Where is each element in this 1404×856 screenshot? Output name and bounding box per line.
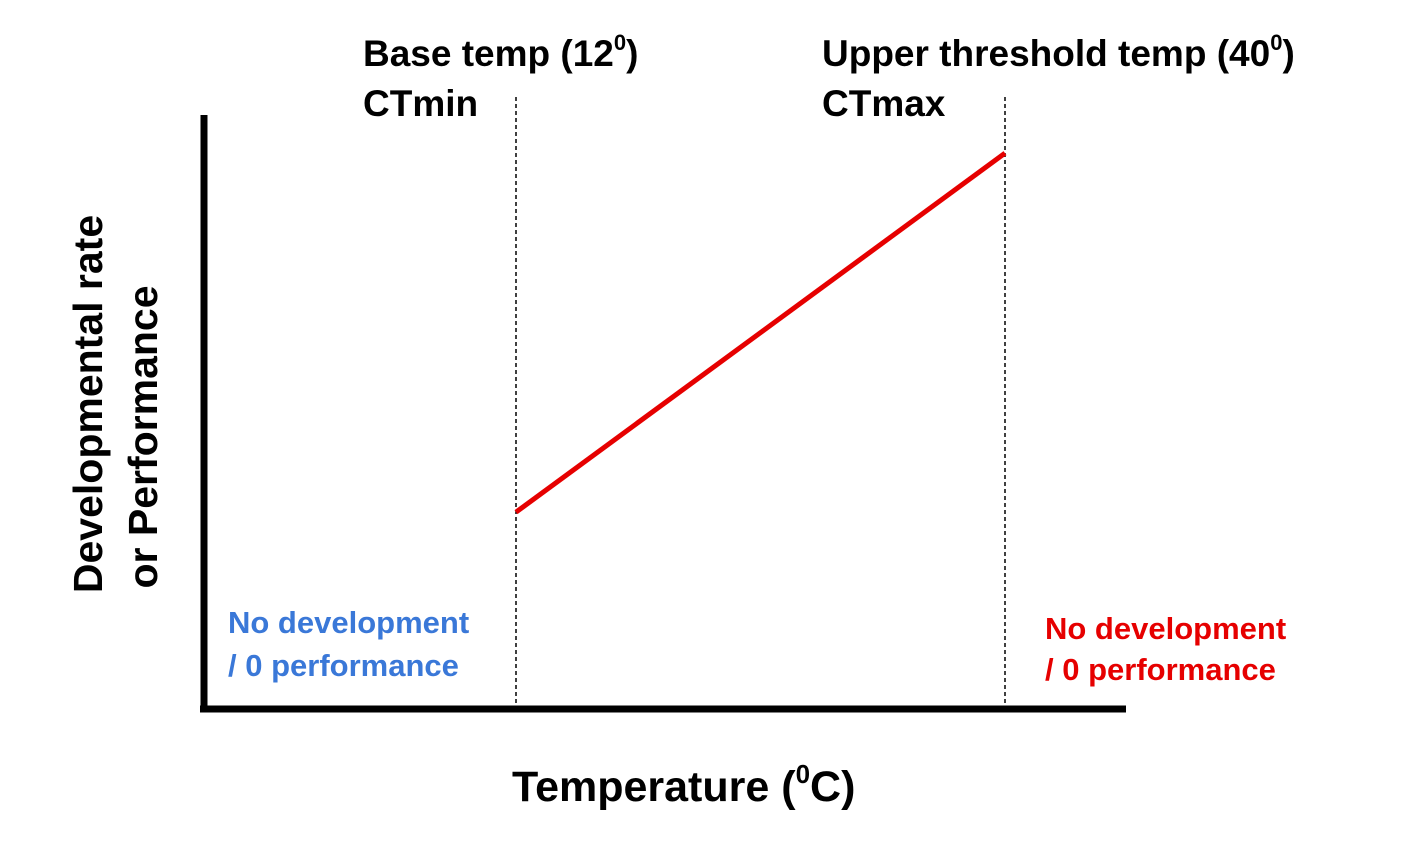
base-temp-label: Base temp (120) [363,30,638,74]
x-axis-label: Temperature (0C) [512,759,855,811]
right-region-line1: No development [1045,611,1286,646]
performance-line [514,151,1007,515]
ctmin-label: CTmin [363,83,478,124]
left-region-line1: No development [228,605,469,640]
upper-temp-label: Upper threshold temp (400) [822,30,1295,74]
y-axis-label-line2: or Performance [120,285,166,588]
y-axis-label-line1: Developmental rate [65,215,111,593]
left-region-line2: / 0 performance [228,648,459,683]
ctmax-label: CTmax [822,83,946,124]
right-region-line2: / 0 performance [1045,652,1276,687]
